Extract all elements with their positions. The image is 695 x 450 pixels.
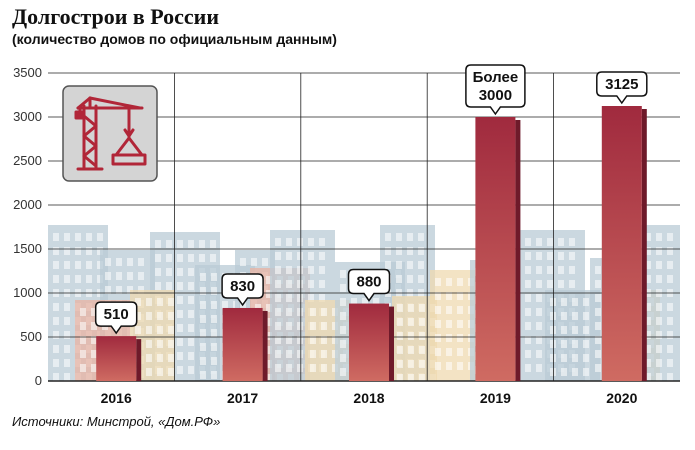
- x-category-label: 2017: [227, 390, 258, 406]
- value-label-box: [347, 268, 391, 302]
- chart-subtitle: (количество домов по официальным данным): [12, 31, 337, 47]
- value-label: 830: [221, 273, 264, 307]
- construction-crane-icon: [62, 85, 158, 182]
- value-label-text: 510: [104, 306, 129, 323]
- y-tick-label: 1000: [13, 285, 42, 300]
- x-category-label: 2016: [101, 390, 132, 406]
- x-category-label: 2020: [606, 390, 637, 406]
- y-tick-label: 0: [35, 373, 42, 388]
- bar-shadow: [641, 109, 647, 381]
- y-tick-label: 3000: [13, 109, 42, 124]
- bar: [96, 336, 137, 381]
- value-label-box: [596, 71, 648, 105]
- axes: 0 500 1000 1500 2000 2500 3000 3500 2016 2017 2018…: [13, 65, 662, 410]
- x-category-note: (на 9 января): [582, 408, 662, 410]
- y-tick-label: 2500: [13, 153, 42, 168]
- value-label-text: Более: [473, 69, 519, 86]
- value-label-text: 3000: [479, 87, 512, 104]
- bar: [349, 303, 389, 381]
- chart-grid: [48, 72, 680, 382]
- y-tick-label: 1500: [13, 241, 42, 256]
- value-label: 880: [347, 268, 391, 302]
- value-label-box: [221, 273, 264, 307]
- bar-shadow: [389, 306, 394, 381]
- bar: [601, 106, 642, 381]
- value-label-box: [94, 301, 138, 335]
- bar: [222, 307, 263, 381]
- bar: [475, 117, 516, 381]
- value-label-text: 880: [356, 274, 381, 291]
- chart-title: Долгострои в России: [12, 4, 220, 29]
- x-category-label: 2018: [353, 390, 384, 406]
- value-label-box: [465, 64, 526, 116]
- source-note: Источники: Минстрой, «Дом.РФ»: [12, 414, 221, 429]
- y-tick-label: 2000: [13, 197, 42, 212]
- bar-shadow: [262, 310, 268, 381]
- value-label-text: 830: [230, 278, 255, 295]
- value-label: 3125: [596, 71, 648, 105]
- y-tick-label: 500: [20, 329, 42, 344]
- bars: [96, 106, 647, 381]
- value-label-text: 3125: [605, 76, 638, 93]
- bar-shadow: [515, 120, 521, 381]
- y-tick-label: 3500: [13, 65, 42, 80]
- x-category-label: 2019: [480, 390, 511, 406]
- value-label: 510: [94, 301, 138, 335]
- bar-shadow: [136, 339, 142, 381]
